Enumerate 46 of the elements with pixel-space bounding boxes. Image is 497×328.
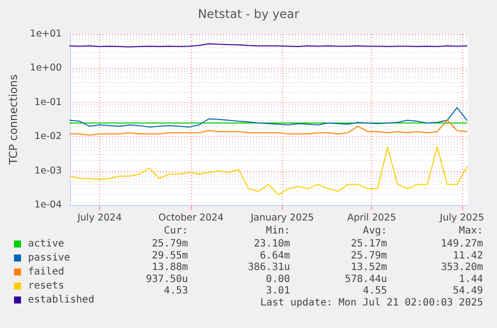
- legend-label: failed: [28, 266, 64, 278]
- x-tick-label: October 2024: [158, 212, 224, 224]
- text: 937.50u: [146, 274, 188, 285]
- legend-label: established: [28, 294, 94, 306]
- y-tick-label: 1e-03: [34, 165, 62, 176]
- legend-label: resets: [28, 280, 64, 292]
- text: 11.42: [452, 250, 484, 262]
- x-tick-label: July 2024: [76, 212, 122, 224]
- y-tick-label: 1e+00: [30, 62, 62, 74]
- text: 23.10m: [254, 238, 290, 250]
- line-series: [69, 107, 468, 128]
- text: Min:: [266, 226, 290, 236]
- text: 13.52m: [350, 262, 387, 274]
- y-axis-title: TCP connections: [7, 74, 20, 166]
- text: 353.20m: [440, 262, 484, 274]
- text: 3.01: [266, 286, 290, 297]
- legend-label: passive: [28, 252, 70, 264]
- text: Cur:: [164, 226, 188, 236]
- y-tick-label: 1e-01: [34, 96, 62, 108]
- x-tick-label: January 2025: [250, 212, 314, 224]
- text: 4.53: [164, 286, 188, 297]
- y-tick-label: 1e+01: [30, 28, 62, 40]
- text: 6.64m: [260, 250, 290, 262]
- chart-title: Netstat - by year: [198, 7, 300, 21]
- x-tick-label: July 2025: [438, 212, 484, 224]
- text: Last update: Mon Jul 21 02:00:03 2025: [260, 298, 484, 308]
- text: 25.79m: [350, 250, 387, 262]
- text: 25.17m: [350, 238, 387, 250]
- text: Avg:: [362, 226, 388, 236]
- line-series: [69, 146, 468, 196]
- text: 149.27m: [440, 238, 484, 250]
- text: 13.88m: [152, 262, 188, 274]
- y-tick-label: 1e-04: [34, 200, 62, 210]
- legend-label: active: [28, 238, 64, 250]
- text: 386.31u: [248, 262, 290, 274]
- line-series: [69, 120, 468, 136]
- text: 29.55m: [152, 250, 188, 262]
- text: 0.00: [266, 274, 290, 285]
- y-tick-label: 1e-02: [34, 131, 62, 142]
- x-tick-label: April 2025: [347, 212, 396, 224]
- text: 4.55: [362, 286, 388, 297]
- text: 25.79m: [152, 238, 188, 250]
- text: 1.44: [458, 274, 484, 285]
- text: 54.49: [452, 286, 484, 297]
- text: Max:: [458, 226, 484, 236]
- text: 578.44u: [344, 274, 388, 285]
